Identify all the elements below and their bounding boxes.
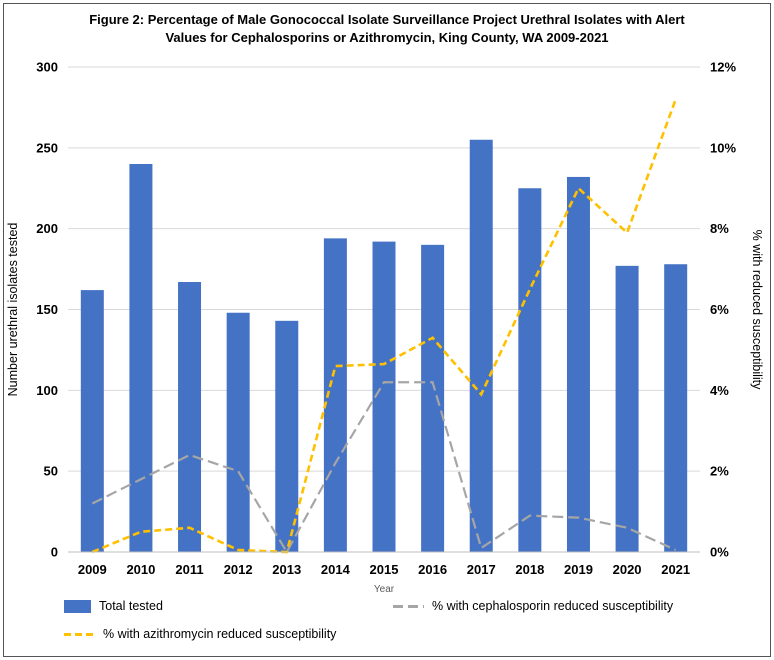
bar-2011	[178, 282, 202, 552]
bar-2015	[372, 241, 396, 552]
bar-2016	[421, 244, 445, 553]
bar-2017	[469, 139, 493, 552]
bar-2021	[664, 264, 688, 552]
x-tick-2014: 2014	[321, 562, 351, 577]
figure-title: Figure 2: Percentage of Male Gonococcal …	[89, 12, 685, 45]
chart-area: 0 50 100 150 200 250 300 0% 2% 4% 6% 8% 10% 12% 2009 20…	[0, 50, 774, 596]
legend-label-total-tested: Total tested	[99, 599, 163, 613]
total-tested-swatch-icon	[64, 599, 91, 613]
bar-2013	[275, 320, 299, 552]
azithromycin-line	[91, 98, 677, 554]
cephalosporin-line	[91, 381, 677, 555]
y-right-tick: 6%	[710, 302, 729, 317]
x-axis-title: Year	[374, 584, 395, 595]
x-tick-2017: 2017	[467, 562, 496, 577]
x-tick-2019: 2019	[564, 562, 593, 577]
y-right-tick: 4%	[710, 383, 729, 398]
x-tick-2012: 2012	[224, 562, 253, 577]
x-tick-2013: 2013	[272, 562, 301, 577]
azithromycin-line-swatch-icon	[64, 632, 95, 636]
total-tested-bars	[80, 139, 688, 553]
bar-2010	[129, 164, 153, 552]
x-tick-2009: 2009	[78, 562, 107, 577]
y-right-axis-title: % with reduced susceptibility	[750, 230, 764, 391]
x-tick-2011: 2011	[175, 562, 203, 577]
y-left-tick: 250	[36, 140, 58, 155]
y-right-tick: 8%	[710, 221, 729, 236]
y-left-tick: 50	[44, 464, 58, 479]
y-left-tick: 0	[51, 545, 58, 560]
legend-label-cephalosporin: % with cephalosporin reduced susceptibil…	[432, 599, 674, 613]
y-left-axis-title: Number urethral isolates tested	[6, 223, 20, 397]
chart-canvas: 0 50 100 150 200 250 300 0% 2% 4% 6% 8% 10% 12% 2009 20…	[6, 60, 764, 596]
y-left-tick: 150	[36, 302, 58, 317]
bar-2018	[518, 188, 542, 552]
bar-2009	[80, 290, 104, 552]
x-tick-2021: 2021	[661, 562, 690, 577]
y-right-tick: 10%	[710, 140, 736, 155]
cephalosporin-line-swatch-icon	[393, 604, 424, 608]
y-left-tick: 100	[36, 383, 58, 398]
x-tick-2016: 2016	[418, 562, 447, 577]
y-right-tick: 0%	[710, 545, 729, 560]
bar-2020	[615, 265, 639, 552]
bar-2019	[566, 176, 590, 552]
bar-2012	[226, 312, 250, 552]
y-left-tick: 200	[36, 221, 58, 236]
x-tick-2018: 2018	[515, 562, 544, 577]
legend-item-azithromycin: % with azithromycin reduced susceptibili…	[64, 626, 336, 642]
y-left-tick: 300	[36, 60, 58, 75]
x-tick-2010: 2010	[126, 562, 155, 577]
y-right-tick: 2%	[710, 464, 729, 479]
legend-item-cephalosporin: % with cephalosporin reduced susceptibil…	[393, 598, 673, 614]
x-tick-2015: 2015	[370, 562, 399, 577]
legend-item-total-tested: Total tested	[64, 598, 163, 614]
y-right-tick: 12%	[710, 60, 736, 75]
x-tick-2020: 2020	[613, 562, 642, 577]
legend-label-azithromycin: % with azithromycin reduced susceptibili…	[103, 627, 337, 641]
